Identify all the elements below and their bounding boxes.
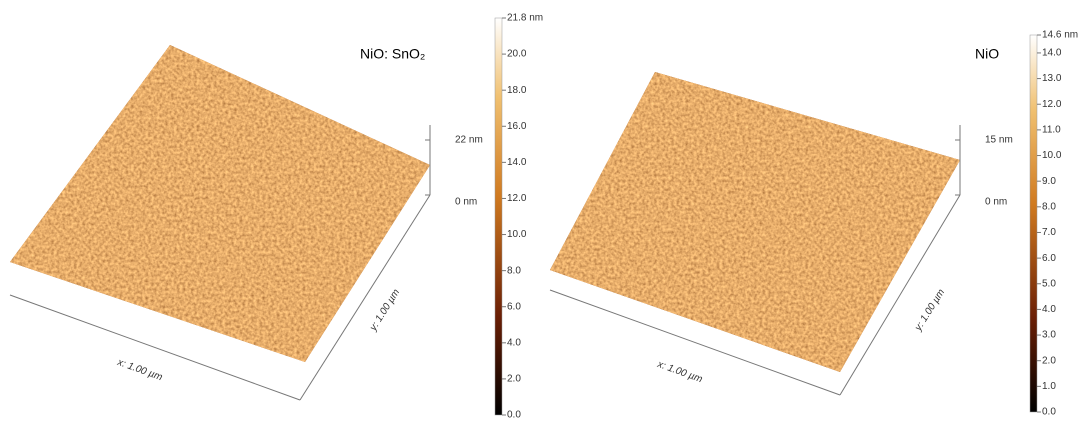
colorbar-label: 14.0 xyxy=(507,157,527,168)
colorbar-label: 1.0 xyxy=(1042,381,1056,392)
z-scale-bottom: 0 nm xyxy=(985,197,1007,208)
colorbar-label: 10.0 xyxy=(507,229,527,240)
colorbar-label: 4.0 xyxy=(507,337,521,348)
colorbar-label: 11.0 xyxy=(1042,125,1061,136)
colorbar xyxy=(1029,34,1038,413)
colorbar-label: 14.0 xyxy=(1042,48,1062,59)
colorbar-label: 8.0 xyxy=(1042,201,1056,212)
colorbar-label: 5.0 xyxy=(1042,278,1056,289)
x-axis-line xyxy=(9,294,301,401)
y-axis-label: y: 1.00 µm xyxy=(913,287,948,333)
colorbar-label: 9.0 xyxy=(1042,176,1056,187)
colorbar-label: 2.0 xyxy=(1042,355,1056,366)
colorbar-label: 2.0 xyxy=(507,374,521,385)
colorbar-label: 4.0 xyxy=(1042,304,1056,315)
y-axis-line xyxy=(299,194,431,401)
y-axis-line xyxy=(839,194,961,396)
colorbar-label: 3.0 xyxy=(1042,330,1056,341)
sample-label: NiO xyxy=(975,46,999,62)
z-scale-top: 15 nm xyxy=(985,135,1013,146)
colorbar-label: 20.0 xyxy=(507,49,527,60)
x-axis-line xyxy=(549,289,841,396)
z-scale-bottom: 0 nm xyxy=(455,197,477,208)
z-scale-top: 22 nm xyxy=(455,135,483,146)
colorbar-label: 16.0 xyxy=(507,121,527,132)
colorbar-label: 18.0 xyxy=(507,85,527,96)
y-axis-label: y: 1.00 µm xyxy=(368,287,403,333)
colorbar-label: 6.0 xyxy=(1042,253,1056,264)
afm-surface xyxy=(550,72,960,372)
afm-surface xyxy=(10,45,430,362)
colorbar-label: 10.0 xyxy=(1042,150,1062,161)
x-axis-label: x: 1.00 µm xyxy=(115,357,164,384)
colorbar xyxy=(494,17,503,416)
colorbar-label: 13.0 xyxy=(1042,73,1062,84)
colorbar-label: 7.0 xyxy=(1042,227,1056,238)
colorbar-label: 6.0 xyxy=(507,301,521,312)
colorbar-label: 21.8 nm xyxy=(507,13,543,24)
colorbar-label: 8.0 xyxy=(507,265,521,276)
colorbar-label: 14.6 nm xyxy=(1042,30,1078,41)
colorbar-label: 12.0 xyxy=(507,193,527,204)
colorbar-label: 12.0 xyxy=(1042,99,1062,110)
sample-label: NiO: SnO₂ xyxy=(360,46,425,62)
colorbar-label: 0.0 xyxy=(507,410,521,421)
x-axis-label: x: 1.00 µm xyxy=(655,359,704,386)
colorbar-label: 0.0 xyxy=(1042,407,1056,418)
